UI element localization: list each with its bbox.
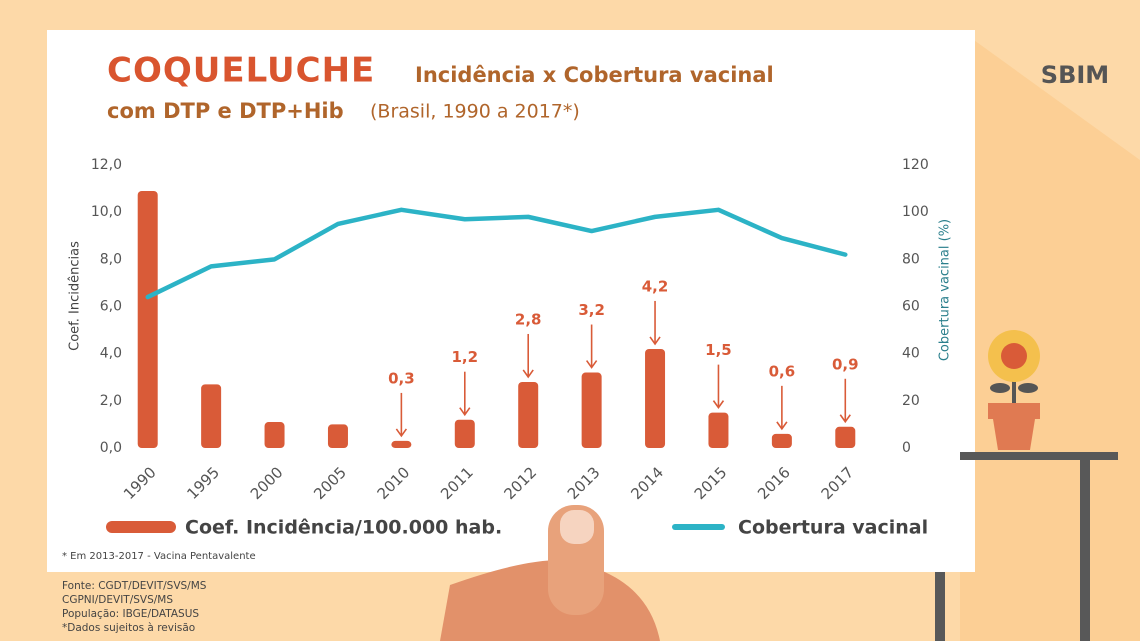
y2-tick-label: 40 <box>902 346 920 362</box>
y-axis-label: Coef. Incidências <box>68 241 83 351</box>
y2-tick-label: 100 <box>902 204 929 220</box>
value-label: 2,8 <box>515 310 542 328</box>
y-tick-label: 8,0 <box>100 251 122 267</box>
value-label: 0,9 <box>832 355 859 373</box>
bar <box>391 440 412 448</box>
table-leg <box>1080 460 1090 641</box>
annotation-arrowhead <box>839 414 851 424</box>
line <box>145 207 848 300</box>
logo: SBIM <box>1041 61 1109 89</box>
value-label: 0,6 <box>769 362 796 380</box>
bar <box>518 381 539 448</box>
footnote: * Em 2013-2017 - Vacina Pentavalente <box>62 551 256 562</box>
bar <box>645 348 666 448</box>
table-top <box>960 452 1118 460</box>
annotation-arrowhead <box>585 360 598 369</box>
y-tick-label: 12,0 <box>91 157 122 173</box>
annotation-arrowhead <box>459 407 471 417</box>
y-tick-label: 0,0 <box>100 440 122 456</box>
y2-tick-label: 60 <box>902 299 920 315</box>
y-tick-label: 4,0 <box>100 346 122 362</box>
y-tick-label: 10,0 <box>91 204 122 220</box>
bar <box>201 384 222 448</box>
value-label: 4,2 <box>642 277 669 295</box>
bar <box>771 433 792 448</box>
value-label: 1,2 <box>452 348 479 366</box>
subtitle: com DTP e DTP+Hib <box>107 99 344 123</box>
bar <box>708 412 729 448</box>
value-label: 0,3 <box>388 369 415 387</box>
bar <box>581 372 602 448</box>
source: Fonte: CGDT/DEVIT/SVS/MS <box>62 580 207 592</box>
y-tick-label: 2,0 <box>100 393 122 409</box>
value-label: 3,2 <box>578 301 605 319</box>
y2-tick-label: 20 <box>902 393 920 409</box>
legend-label: Cobertura vacinal <box>738 517 928 539</box>
source: População: IBGE/DATASUS <box>62 608 199 620</box>
bar <box>327 424 348 448</box>
value-label: 1,5 <box>705 341 732 359</box>
y2-tick-label: 80 <box>902 251 920 267</box>
bar <box>264 422 285 448</box>
background-shade <box>960 30 1140 641</box>
annotation-arrowhead <box>522 369 534 379</box>
card <box>47 30 975 572</box>
table-leg <box>935 572 945 641</box>
bar <box>137 190 158 449</box>
subtitle: Incidência x Cobertura vacinal <box>415 63 774 87</box>
y2-axis-label: Cobertura vacinal (%) <box>938 219 953 361</box>
annotation-arrowhead <box>712 400 725 410</box>
flower-pot <box>988 330 1040 450</box>
annotation-arrowhead <box>776 421 788 431</box>
bar <box>454 419 475 448</box>
annotation-arrowhead <box>395 428 408 438</box>
y2-tick-label: 0 <box>902 440 911 456</box>
y-tick-label: 6,0 <box>100 299 122 315</box>
annotation-arrowhead <box>649 336 661 346</box>
y2-tick-label: 120 <box>902 157 929 173</box>
legend-label: Coef. Incidência/100.000 hab. <box>185 517 502 539</box>
hand <box>440 505 660 641</box>
source: *Dados sujeitos à revisão <box>62 622 195 634</box>
subtitle-note: (Brasil, 1990 a 2017*) <box>370 101 580 123</box>
bar <box>835 426 856 448</box>
title: COQUELUCHE <box>107 51 375 91</box>
source: CGPNI/DEVIT/SVS/MS <box>62 594 173 606</box>
